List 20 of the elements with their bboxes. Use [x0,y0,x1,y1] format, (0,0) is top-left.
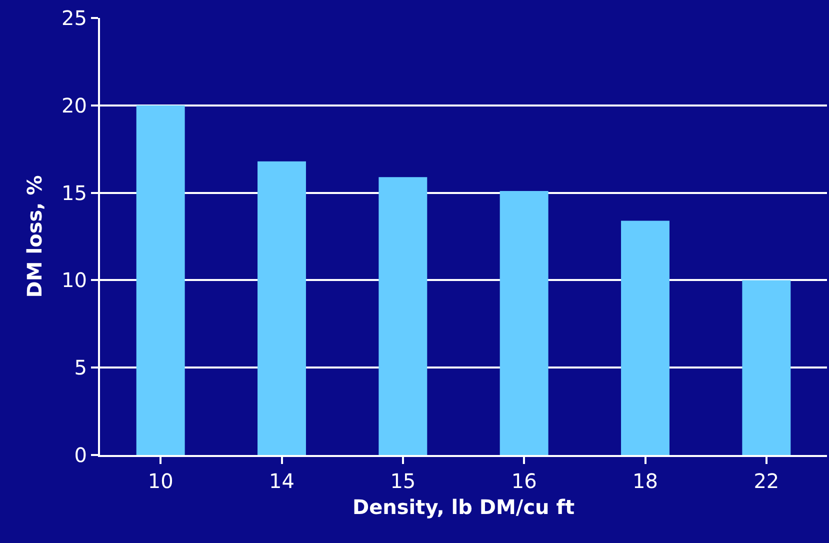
y-tick-label: 5 [74,356,87,380]
x-axis-title: Density, lb DM/cu ft [352,495,575,519]
x-tick-label: 10 [148,469,174,493]
y-tick-label: 10 [62,268,87,292]
y-tick-label: 15 [62,180,87,205]
bar [742,280,791,455]
y-axis-title: DM loss, % [22,175,47,298]
x-tick-label: 22 [754,469,780,493]
x-tick-label: 16 [511,469,537,493]
y-tick-label: 0 [74,443,87,467]
bar [621,220,670,455]
bar [258,161,306,455]
x-tick-label: 18 [632,469,658,493]
bar [136,105,185,455]
bar [500,191,548,455]
x-tick-label: 14 [269,469,294,493]
y-tick-label: 25 [62,6,87,30]
x-tick-label: 15 [390,469,416,493]
y-tick-label: 20 [62,93,87,118]
bar [378,177,428,455]
